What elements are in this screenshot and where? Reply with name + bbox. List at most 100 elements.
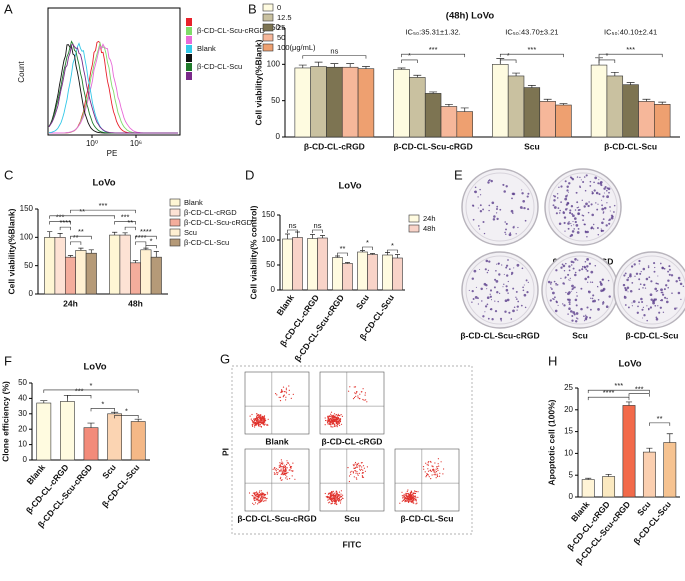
colony <box>645 277 649 281</box>
cell-event <box>255 495 257 497</box>
cell-event <box>266 493 269 495</box>
cell-event <box>264 423 266 425</box>
legend-swatch <box>186 36 192 44</box>
colony <box>487 317 490 320</box>
colony <box>679 282 683 286</box>
colony <box>513 225 515 227</box>
cell-event <box>282 468 284 470</box>
cell-event <box>335 496 337 498</box>
cell-event <box>405 493 407 495</box>
x-tick-label: 10⁶ <box>130 139 142 148</box>
y-tick-label: 0 <box>271 285 276 294</box>
cell-event <box>285 396 287 398</box>
colony <box>523 284 525 286</box>
bar <box>282 238 293 291</box>
cell-event <box>253 494 256 496</box>
colony <box>606 202 608 204</box>
cell-event <box>403 493 405 495</box>
colony <box>517 226 519 229</box>
chart-title: LoVo <box>618 359 641 370</box>
cell-event <box>336 498 338 500</box>
chart-title: LoVo <box>338 181 361 192</box>
cell-event <box>358 462 360 464</box>
cell-event <box>330 495 332 498</box>
cell-event <box>436 466 438 468</box>
bar <box>492 64 509 138</box>
cell-event <box>260 426 262 428</box>
error-bar <box>78 247 84 251</box>
cell-event <box>276 471 278 474</box>
cell-event <box>256 415 258 417</box>
colony-dish-rim <box>465 172 535 242</box>
error-bar <box>666 433 673 443</box>
cell-event <box>275 393 277 395</box>
colony <box>587 211 590 214</box>
bar <box>392 257 403 291</box>
colony <box>600 184 603 187</box>
annotation: * <box>391 241 394 250</box>
cell-event <box>339 419 342 421</box>
colony <box>506 274 509 277</box>
colony <box>576 206 579 209</box>
cell-event <box>254 502 257 504</box>
colony <box>567 191 569 193</box>
cell-event <box>258 495 260 498</box>
cell-event <box>426 464 428 466</box>
cell-event <box>265 494 267 496</box>
colony <box>643 314 646 317</box>
colony <box>649 306 653 309</box>
colony <box>668 268 671 271</box>
colony <box>570 222 572 225</box>
colony <box>680 298 682 301</box>
error-bar <box>543 98 552 102</box>
bar <box>507 75 525 138</box>
colony <box>608 222 611 225</box>
y-axis-title: Apoptotic cell (100%) <box>546 399 556 485</box>
colony <box>482 315 485 318</box>
cell-event <box>353 396 356 399</box>
colony <box>650 280 653 283</box>
colony <box>580 287 583 290</box>
colony <box>587 204 590 208</box>
legend-swatch <box>262 33 274 42</box>
colony <box>657 283 659 285</box>
cell-event <box>404 498 406 500</box>
colony <box>485 283 488 287</box>
colony <box>587 275 590 279</box>
colony <box>512 287 515 290</box>
cell-event <box>276 394 278 396</box>
cell-event <box>285 474 287 476</box>
colony <box>583 205 586 208</box>
colony <box>585 202 588 206</box>
colony-dish <box>461 251 539 329</box>
cell-event <box>281 391 283 393</box>
axis-title: PE <box>107 149 118 158</box>
cell-event <box>425 474 428 477</box>
cell-event <box>277 472 279 474</box>
cell-event <box>260 414 262 416</box>
colony <box>633 263 636 266</box>
colony <box>472 218 475 221</box>
cell-event <box>333 417 335 419</box>
colony <box>474 190 477 194</box>
colony <box>471 289 474 293</box>
colony <box>574 220 577 224</box>
colony <box>495 280 499 283</box>
cell-event <box>289 478 291 480</box>
cell-event <box>332 491 334 493</box>
cell-event <box>290 470 292 472</box>
cell-event <box>283 464 285 466</box>
colony <box>635 272 639 276</box>
error-bar <box>642 98 651 102</box>
cell-event <box>262 496 264 498</box>
cell-event <box>403 495 405 497</box>
colony <box>555 282 558 285</box>
scatter-label: β-CD-CL-Scu <box>401 513 454 523</box>
colony <box>558 212 561 214</box>
y-tick-label: 0 <box>23 455 28 464</box>
colony <box>486 296 490 300</box>
panel-label: D <box>245 167 254 182</box>
colony <box>640 270 642 273</box>
cell-event <box>325 419 327 422</box>
annotation: **** <box>140 227 152 236</box>
